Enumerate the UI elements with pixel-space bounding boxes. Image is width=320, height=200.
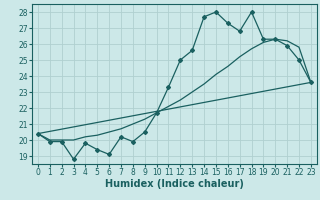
X-axis label: Humidex (Indice chaleur): Humidex (Indice chaleur) — [105, 179, 244, 189]
